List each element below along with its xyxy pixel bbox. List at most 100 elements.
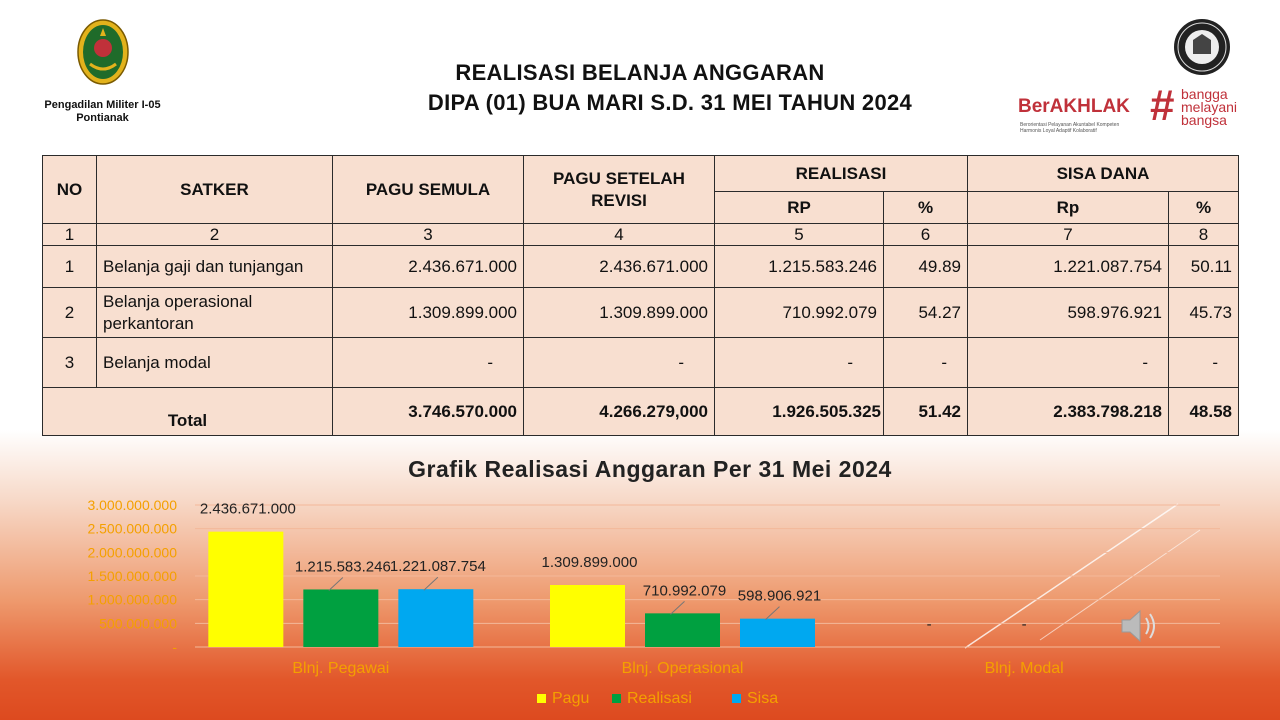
total-realisasi-rp: 1.926.505.325 xyxy=(714,387,884,436)
x-category-label: Blnj. Operasional xyxy=(622,660,744,677)
col-number: 7 xyxy=(967,223,1169,246)
label-leader-line xyxy=(328,577,344,591)
label-leader-line xyxy=(423,576,439,591)
cell-satker: Belanja operasional perkantoran xyxy=(96,287,333,338)
legend-label: Realisasi xyxy=(627,690,692,707)
y-tick-label: 1.500.000.000 xyxy=(87,568,177,584)
brand-word: BerAKHLAK xyxy=(1018,96,1130,117)
page-title: REALISASI BELANJA ANGGARAN DIPA (01) BUA… xyxy=(300,58,980,118)
y-tick-label: 2.500.000.000 xyxy=(87,521,177,537)
legend-swatch xyxy=(732,694,741,703)
cell-sisa-rp: - xyxy=(967,337,1169,388)
bar-realisasi xyxy=(645,613,720,647)
header-pagu-revisi: PAGU SETELAH REVISI xyxy=(523,155,715,224)
brand-tag2: melayani xyxy=(1181,99,1238,115)
cell-no: 2 xyxy=(42,287,97,338)
cell-pagu-revisi: - xyxy=(523,337,715,388)
table-header-row-1: NO SATKER PAGU SEMULA PAGU SETELAH REVIS… xyxy=(42,155,1240,224)
total-sisa-pct: 48.58 xyxy=(1167,387,1240,436)
total-sisa-rp: 2.383.798.218 xyxy=(967,387,1169,436)
chart-title: Grafik Realisasi Anggaran Per 31 Mei 202… xyxy=(408,456,892,482)
header-pct-realisasi: % xyxy=(883,191,968,224)
x-category-label: Blnj. Pegawai xyxy=(292,660,389,677)
legend-label: Sisa xyxy=(747,690,778,707)
header-rp-realisasi: RP xyxy=(714,191,884,224)
cell-sisa-pct: - xyxy=(1167,337,1240,388)
cell-satker: Belanja modal xyxy=(96,337,333,388)
cell-sisa-pct: 50.11 xyxy=(1167,245,1240,288)
cell-realisasi-rp: - xyxy=(714,337,884,388)
org-name-line1: Pengadilan Militer I-05 xyxy=(44,99,161,111)
bar-pagu xyxy=(208,531,284,647)
bar-sisa xyxy=(398,589,474,647)
table-total-row: Total 3.746.570.000 4.266.279,000 1.926.… xyxy=(42,387,1240,436)
brand-subtitle: Berorientasi Pelayanan Akuntabel Kompete… xyxy=(1020,122,1120,134)
cell-no: 3 xyxy=(42,337,97,388)
decorative-line xyxy=(1039,529,1201,641)
legend-swatch xyxy=(537,694,546,703)
header-pct-sisa: % xyxy=(1167,191,1240,224)
y-tick-label: - xyxy=(172,639,177,655)
title-line1: REALISASI BELANJA ANGGARAN xyxy=(455,60,825,85)
cell-realisasi-pct: 54.27 xyxy=(883,287,968,338)
label-leader-line xyxy=(670,600,685,615)
bar-sisa xyxy=(740,618,815,647)
data-label: 598.906.921 xyxy=(738,588,821,605)
table-column-numbers: 1 2 3 4 5 6 7 8 xyxy=(42,223,1240,246)
org-name: Pengadilan Militer I-05 Pontianak xyxy=(20,99,185,125)
data-label: 1.215.583.246 xyxy=(295,558,391,575)
col-number: 1 xyxy=(42,223,97,246)
total-realisasi-pct: 51.42 xyxy=(883,387,968,436)
bar-chart: - 500.000.000 1.000.000.000 1.500.000.000 2.… xyxy=(87,497,1220,707)
bar-pagu xyxy=(550,584,625,647)
cell-satker: Belanja gaji dan tunjangan xyxy=(96,245,333,288)
legend-label: Pagu xyxy=(552,690,589,707)
cell-pagu-revisi: 1.309.899.000 xyxy=(523,287,715,338)
data-label: 710.992.079 xyxy=(643,582,726,599)
speaker-icon[interactable] xyxy=(1118,606,1162,646)
header-sisa: SISA DANA xyxy=(966,155,1240,192)
y-tick-label: 1.000.000.000 xyxy=(87,592,177,608)
col-number: 8 xyxy=(1167,223,1240,246)
cell-realisasi-rp: 1.215.583.246 xyxy=(714,245,884,288)
cell-pagu-semula: 2.436.671.000 xyxy=(332,245,524,288)
total-label: Total xyxy=(42,387,333,436)
cell-realisasi-pct: - xyxy=(883,337,968,388)
y-tick-label: 2.000.000.000 xyxy=(87,544,177,560)
berakhlak-logo: BerAKHLAK Berorientasi Pelayanan Akuntab… xyxy=(1018,81,1248,136)
col-number: 5 xyxy=(714,223,884,246)
cell-sisa-rp: 1.221.087.754 xyxy=(967,245,1169,288)
cell-pagu-revisi: 2.436.671.000 xyxy=(523,245,715,288)
cell-sisa-pct: 45.73 xyxy=(1167,287,1240,338)
header-no: NO xyxy=(42,155,97,224)
data-label: 2.436.671.000 xyxy=(200,501,296,518)
col-number: 2 xyxy=(96,223,333,246)
cell-pagu-semula: 1.309.899.000 xyxy=(332,287,524,338)
header-satker: SATKER xyxy=(96,155,333,224)
budget-table: NO SATKER PAGU SEMULA PAGU SETELAH REVIS… xyxy=(42,155,1240,436)
table-row: 3 Belanja modal - - - - - - xyxy=(42,337,1240,388)
cell-realisasi-pct: 49.89 xyxy=(883,245,968,288)
header-pagu-semula: PAGU SEMULA xyxy=(332,155,524,224)
cell-no: 1 xyxy=(42,245,97,288)
brand-tagline: bangga melayani bangsa xyxy=(1181,86,1238,127)
data-label: - xyxy=(1022,616,1027,633)
cell-pagu-semula: - xyxy=(332,337,524,388)
data-label: 1.309.899.000 xyxy=(542,554,638,571)
header-rp-sisa: Rp xyxy=(967,191,1169,224)
org-name-line2: Pontianak xyxy=(76,112,129,124)
title-line2: DIPA (01) BUA MARI S.D. 31 MEI TAHUN 202… xyxy=(427,90,913,115)
label-leader-line xyxy=(765,606,780,621)
table-row: 2 Belanja operasional perkantoran 1.309.… xyxy=(42,287,1240,338)
y-tick-label: 3.000.000.000 xyxy=(87,497,177,513)
data-label: 1.221.087.754 xyxy=(390,558,486,575)
total-pagu-revisi: 4.266.279,000 xyxy=(523,387,715,436)
hash-icon: # xyxy=(1150,81,1175,130)
brand-tag1: bangga xyxy=(1181,86,1228,102)
ministry-emblem-icon xyxy=(1174,19,1230,75)
col-number: 3 xyxy=(332,223,524,246)
header-realisasi: REALISASI xyxy=(714,155,968,192)
cell-sisa-rp: 598.976.921 xyxy=(967,287,1169,338)
y-tick-label: 500.000.000 xyxy=(99,615,177,631)
total-pagu-semula: 3.746.570.000 xyxy=(332,387,524,436)
